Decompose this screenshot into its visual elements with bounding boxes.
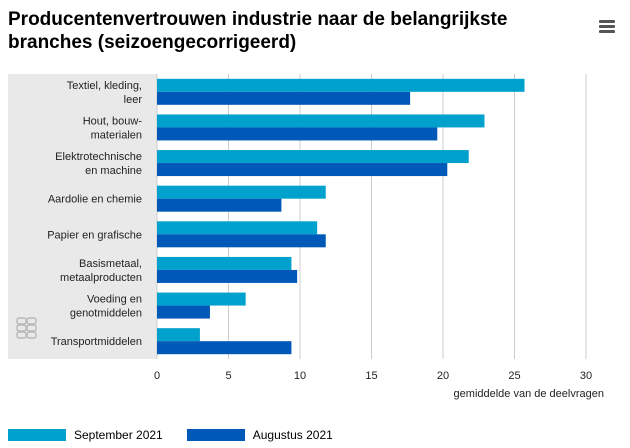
category-label: Elektrotechnische <box>55 151 142 163</box>
legend-label-september: September 2021 <box>74 428 163 442</box>
x-axis-label: gemiddelde van de deelvragen <box>454 388 604 400</box>
bar-september <box>157 185 326 199</box>
bar-september <box>157 221 318 235</box>
bar-augustus <box>157 305 210 319</box>
bar-augustus <box>157 163 448 177</box>
x-tick-label: 25 <box>508 370 520 382</box>
legend: September 2021 Augustus 2021 <box>8 428 333 442</box>
legend-item-augustus[interactable]: Augustus 2021 <box>186 428 333 442</box>
bar-september <box>157 150 469 164</box>
category-label: Hout, bouw- <box>83 115 143 127</box>
category-label: Papier en grafische <box>47 229 142 241</box>
legend-swatch-augustus <box>186 429 245 441</box>
category-label: Aardolie en chemie <box>48 194 142 206</box>
bar-september <box>157 256 292 270</box>
bar-september <box>157 292 246 306</box>
category-label: Basismetaal, <box>79 258 142 270</box>
bar-augustus <box>157 341 292 355</box>
x-tick-label: 15 <box>365 370 377 382</box>
category-panel <box>8 74 157 359</box>
bar-augustus <box>157 269 298 283</box>
category-label: leer <box>124 94 143 106</box>
category-label: en machine <box>85 165 142 177</box>
bar-augustus <box>157 127 438 141</box>
x-tick-label: 20 <box>437 370 449 382</box>
category-label: genotmiddelen <box>70 308 142 320</box>
legend-swatch-september <box>8 429 66 441</box>
category-label: metaalproducten <box>60 272 142 284</box>
cbs-logo-icon <box>16 317 37 339</box>
bar-augustus <box>157 234 326 248</box>
bar-september <box>157 328 200 342</box>
bar-september <box>157 114 485 128</box>
bar-augustus <box>157 198 282 212</box>
legend-label-augustus: Augustus 2021 <box>252 428 333 442</box>
category-label: Textiel, kleding, <box>67 80 142 92</box>
bar-augustus <box>157 91 411 105</box>
x-tick-label: 5 <box>225 370 231 382</box>
x-tick-label: 0 <box>154 370 160 382</box>
category-label: Transportmiddelen <box>51 336 142 348</box>
x-tick-label: 30 <box>580 370 592 382</box>
bar-september <box>157 78 525 92</box>
x-tick-label: 10 <box>294 370 306 382</box>
category-label: materialen <box>91 129 142 141</box>
legend-item-september[interactable]: September 2021 <box>8 428 163 442</box>
chart-title: Producentenvertrouwen industrie naar de … <box>8 9 508 53</box>
category-label: Voeding en <box>87 294 142 306</box>
hamburger-menu-icon[interactable] <box>597 19 617 35</box>
